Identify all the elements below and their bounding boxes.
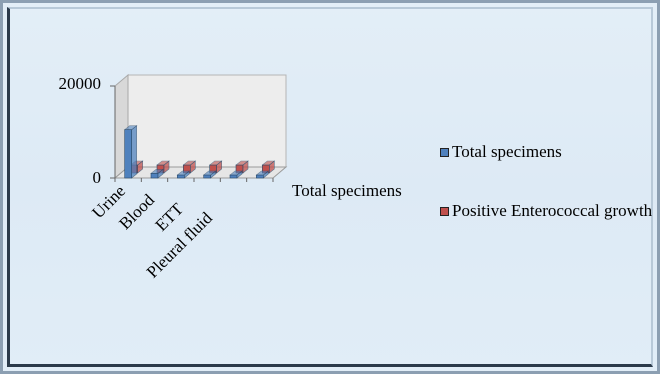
y-tick-label-top: 20000: [59, 74, 102, 93]
depth-axis-label: Total specimens: [292, 181, 402, 200]
y-axis: 20000 0: [59, 74, 102, 187]
bar-positive-2: [182, 160, 197, 174]
legend-item-total: Total specimens: [440, 141, 655, 163]
y-tick-label-zero: 0: [93, 168, 102, 187]
bar-total-5: [255, 170, 270, 179]
legend-swatch-positive: [440, 207, 449, 216]
legend-label-positive: Positive Enterococcal growth: [452, 201, 653, 220]
bar-positive-1: [156, 160, 170, 174]
bar-total-3: [202, 170, 217, 179]
bar-total-4: [229, 170, 243, 179]
bar-total-2: [176, 170, 191, 179]
legend-item-positive: Positive Enterococcal growth: [440, 200, 655, 222]
bar-positive-5: [261, 160, 276, 174]
chart-bars: [123, 125, 276, 179]
chart-frame-border: [7, 7, 653, 367]
back-wall: [127, 74, 287, 168]
legend-swatch-total: [440, 148, 449, 157]
bar-positive-3: [208, 160, 223, 174]
bar-total-1: [150, 168, 164, 179]
bar-total-0: [123, 125, 138, 179]
legend: Total specimens Positive Enterococcal gr…: [440, 141, 655, 222]
bar-positive-4: [235, 160, 249, 174]
legend-label-total: Total specimens: [452, 142, 562, 161]
